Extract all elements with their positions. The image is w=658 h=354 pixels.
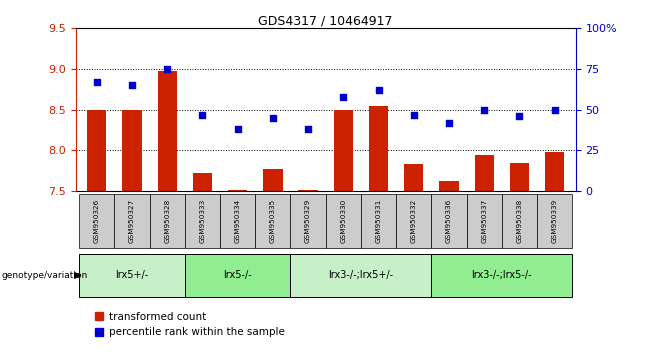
FancyBboxPatch shape xyxy=(255,194,290,249)
Bar xyxy=(369,105,388,191)
Bar xyxy=(122,110,141,191)
Point xyxy=(338,94,349,99)
Legend: transformed count, percentile rank within the sample: transformed count, percentile rank withi… xyxy=(91,308,289,341)
Title: GDS4317 / 10464917: GDS4317 / 10464917 xyxy=(259,14,393,27)
Bar xyxy=(474,154,494,191)
FancyBboxPatch shape xyxy=(502,194,537,249)
FancyBboxPatch shape xyxy=(185,194,220,249)
Point xyxy=(91,79,102,85)
Text: lrx5-/-: lrx5-/- xyxy=(223,270,252,280)
FancyBboxPatch shape xyxy=(220,194,255,249)
Text: GSM950329: GSM950329 xyxy=(305,199,311,244)
Text: GSM950331: GSM950331 xyxy=(376,199,382,244)
Text: GSM950327: GSM950327 xyxy=(129,199,135,244)
FancyBboxPatch shape xyxy=(467,194,502,249)
Bar xyxy=(193,173,212,191)
FancyBboxPatch shape xyxy=(361,194,396,249)
Text: lrx3-/-;lrx5-/-: lrx3-/-;lrx5-/- xyxy=(472,270,532,280)
Text: GSM950338: GSM950338 xyxy=(517,199,522,244)
FancyBboxPatch shape xyxy=(290,194,326,249)
Text: GSM950333: GSM950333 xyxy=(199,199,205,244)
FancyBboxPatch shape xyxy=(432,194,467,249)
FancyBboxPatch shape xyxy=(185,254,290,297)
FancyBboxPatch shape xyxy=(396,194,432,249)
Text: GSM950337: GSM950337 xyxy=(481,199,487,244)
Text: GSM950332: GSM950332 xyxy=(411,199,417,244)
Point xyxy=(409,112,419,118)
FancyBboxPatch shape xyxy=(79,194,114,249)
Text: GSM950339: GSM950339 xyxy=(551,199,557,244)
Text: genotype/variation: genotype/variation xyxy=(1,271,88,280)
Bar xyxy=(404,164,424,191)
Text: GSM950334: GSM950334 xyxy=(235,199,241,244)
Text: GSM950336: GSM950336 xyxy=(446,199,452,244)
Point xyxy=(127,82,138,88)
Point xyxy=(443,120,454,126)
FancyBboxPatch shape xyxy=(290,254,432,297)
FancyBboxPatch shape xyxy=(149,194,185,249)
FancyBboxPatch shape xyxy=(326,194,361,249)
Text: lrx5+/-: lrx5+/- xyxy=(115,270,149,280)
Point xyxy=(479,107,490,113)
Bar xyxy=(545,152,565,191)
Bar xyxy=(157,71,177,191)
Text: GSM950328: GSM950328 xyxy=(164,199,170,244)
Bar xyxy=(440,181,459,191)
FancyBboxPatch shape xyxy=(432,254,572,297)
Bar xyxy=(299,189,318,191)
Bar xyxy=(263,169,282,191)
Text: GSM950326: GSM950326 xyxy=(94,199,100,244)
Bar xyxy=(510,164,529,191)
Text: lrx3-/-;lrx5+/-: lrx3-/-;lrx5+/- xyxy=(328,270,393,280)
Point xyxy=(232,126,243,132)
FancyBboxPatch shape xyxy=(114,194,149,249)
Point xyxy=(514,113,524,119)
Text: GSM950335: GSM950335 xyxy=(270,199,276,244)
FancyBboxPatch shape xyxy=(79,254,185,297)
Text: GSM950330: GSM950330 xyxy=(340,199,346,244)
Point xyxy=(197,112,208,118)
Text: ▶: ▶ xyxy=(74,270,81,280)
Point xyxy=(549,107,560,113)
Bar xyxy=(87,110,107,191)
FancyBboxPatch shape xyxy=(537,194,572,249)
Bar xyxy=(334,110,353,191)
Point xyxy=(268,115,278,121)
Bar xyxy=(228,189,247,191)
Point xyxy=(373,87,384,93)
Point xyxy=(162,66,172,72)
Point xyxy=(303,126,313,132)
